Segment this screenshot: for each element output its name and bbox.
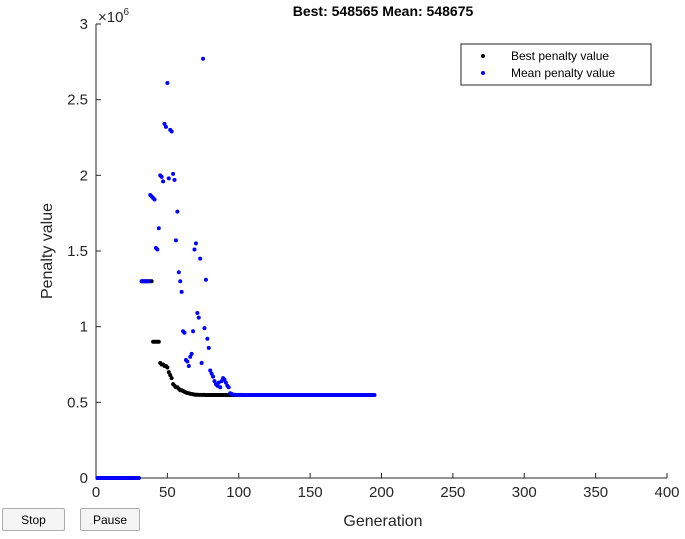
mean-penalty-point: [209, 371, 214, 376]
mean-penalty-point: [152, 197, 157, 202]
mean-penalty-point: [188, 354, 193, 359]
y-tick-label: 2.5: [67, 92, 88, 109]
x-tick-label: 200: [369, 484, 394, 501]
y-axis-ticks: 0 0.5 1 1.5 2 2.5 3: [67, 16, 101, 487]
mean-penalty-point: [171, 171, 176, 176]
y-tick-label: 2: [80, 167, 88, 184]
x-tick-label: 400: [654, 484, 679, 501]
y-axis-label: Penalty value: [39, 203, 56, 299]
mean-penalty-point: [136, 476, 141, 480]
mean-penalty-point: [208, 368, 213, 373]
mean-penalty-point: [173, 238, 178, 243]
plot-area: [96, 24, 667, 478]
y-tick-label: 0: [80, 470, 88, 487]
legend-label-best: Best penalty value: [511, 49, 609, 63]
best-penalty-point: [149, 279, 154, 284]
mean-penalty-point: [163, 124, 168, 129]
stop-button[interactable]: Stop: [2, 508, 65, 531]
legend: Best penalty value Mean penalty value: [460, 43, 652, 86]
mean-penalty-point: [199, 360, 204, 365]
best-penalty-point: [168, 373, 173, 378]
x-axis-label: Generation: [343, 513, 422, 530]
mean-penalty-point: [218, 385, 223, 390]
x-tick-label: 250: [440, 484, 465, 501]
mean-penalty-point: [169, 129, 174, 134]
mean-penalty-point: [185, 359, 190, 364]
mean-penalty-point: [162, 121, 167, 126]
x-tick-label: 50: [159, 484, 176, 501]
mean-penalty-point: [159, 174, 164, 179]
mean-penalty-series: [95, 56, 377, 480]
pause-button[interactable]: Pause: [80, 508, 140, 531]
chart-title: Best: 548565 Mean: 548675: [293, 3, 474, 19]
mean-penalty-point: [212, 379, 217, 384]
mean-penalty-point: [206, 345, 211, 350]
x-tick-label: 300: [512, 484, 537, 501]
mean-penalty-point: [179, 289, 184, 294]
y-tick-label: 1.5: [67, 243, 88, 260]
mean-penalty-point: [372, 392, 377, 397]
mean-penalty-point: [202, 326, 207, 331]
mean-penalty-point: [175, 209, 180, 214]
mean-penalty-point: [166, 176, 171, 181]
mean-penalty-point: [176, 270, 181, 275]
mean-penalty-point: [189, 351, 194, 356]
mean-penalty-point: [211, 374, 216, 379]
best-penalty-point: [169, 376, 174, 381]
y-exponent-label: ×106: [98, 7, 129, 26]
mean-penalty-point: [161, 179, 166, 184]
best-penalty-point: [165, 365, 170, 370]
mean-penalty-point: [223, 380, 228, 385]
legend-marker-best: [481, 54, 485, 58]
mean-penalty-point: [193, 241, 198, 246]
mean-penalty-point: [186, 364, 191, 369]
mean-penalty-point: [192, 247, 197, 252]
mean-penalty-point: [195, 311, 200, 316]
x-tick-label: 150: [298, 484, 323, 501]
mean-penalty-point: [172, 177, 177, 182]
legend-box: [460, 43, 652, 86]
x-tick-label: 0: [92, 484, 100, 501]
y-tick-label: 3: [80, 16, 88, 33]
mean-penalty-point: [201, 56, 206, 61]
mean-penalty-point: [198, 256, 203, 261]
x-tick-label: 350: [583, 484, 608, 501]
series-layer: [95, 56, 377, 480]
mean-penalty-point: [165, 81, 170, 86]
legend-label-mean: Mean penalty value: [511, 66, 615, 80]
mean-penalty-point: [191, 329, 196, 334]
mean-penalty-point: [178, 279, 183, 284]
x-axis-ticks: 0 50 100 150 200 250 300 350 400: [92, 473, 680, 501]
mean-penalty-point: [146, 279, 151, 284]
mean-penalty-point: [196, 315, 201, 320]
mean-penalty-point: [222, 377, 227, 382]
mean-penalty-point: [203, 277, 208, 282]
mean-penalty-point: [156, 226, 161, 231]
y-exponent-power: 6: [123, 7, 129, 18]
best-penalty-point: [166, 370, 171, 375]
best-penalty-point: [156, 339, 161, 344]
mean-penalty-point: [182, 330, 187, 335]
x-tick-label: 100: [226, 484, 251, 501]
y-tick-label: 1: [80, 319, 88, 336]
y-exponent-base: ×10: [98, 9, 123, 26]
mean-penalty-point: [226, 385, 231, 390]
legend-marker-mean: [481, 71, 485, 75]
mean-penalty-point: [155, 247, 160, 252]
mean-penalty-point: [205, 336, 210, 341]
y-tick-label: 0.5: [67, 394, 88, 411]
